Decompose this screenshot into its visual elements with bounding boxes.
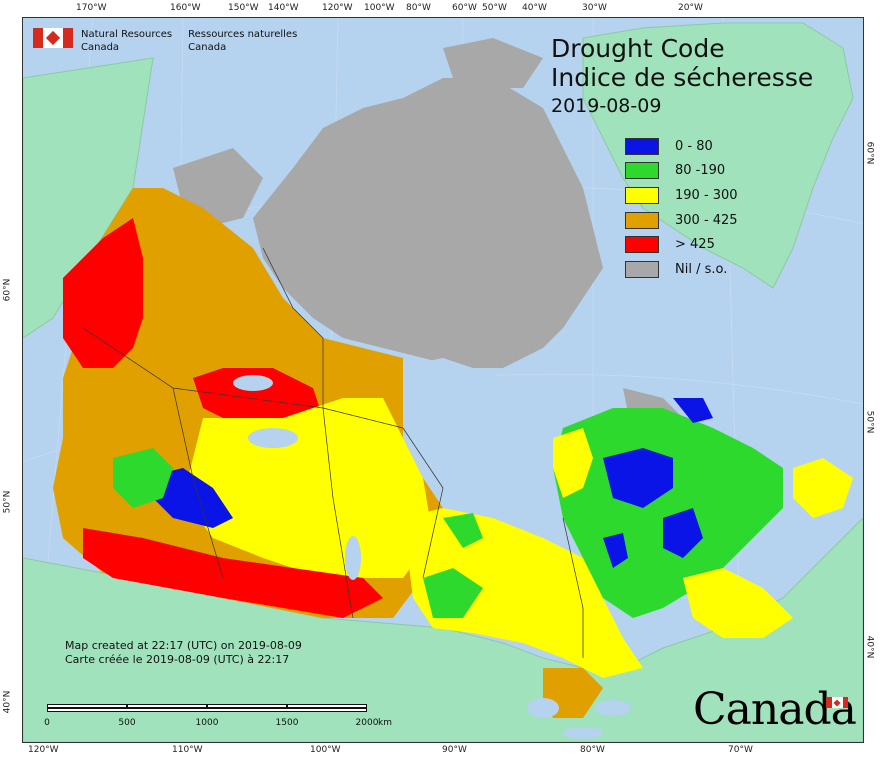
tick-left: 40°N (2, 690, 13, 714)
legend-label: 0 - 80 (675, 138, 713, 154)
tick-top: 50°W (482, 3, 507, 13)
scale-label: 2000 (355, 718, 379, 728)
legend-item: 300 - 425 (625, 208, 738, 233)
legend: 0 - 80 80 -190 190 - 300 300 - 425 > 425 Nil … (625, 134, 738, 282)
tick-top: 150°W (228, 3, 259, 13)
tick-right: 40°N (864, 635, 875, 659)
legend-label: 190 - 300 (675, 187, 738, 203)
map-credit: Map created at 22:17 (UTC) on 2019-08-09… (65, 639, 302, 667)
canada-flag-icon (33, 28, 73, 48)
legend-label: Nil / s.o. (675, 261, 728, 277)
map-date: 2019-08-09 (551, 95, 662, 117)
scale-bar: 0 500 1000 1500 2000 km (44, 704, 392, 736)
scale-label: 0 (44, 718, 50, 728)
scale-label: 1500 (275, 718, 299, 728)
agency-name-fr: Ressources naturelles Canada (188, 29, 298, 53)
tick-top: 80°W (406, 3, 431, 13)
legend-item: 0 - 80 (625, 134, 738, 159)
legend-swatch (625, 162, 659, 180)
tick-bottom: 70°W (728, 745, 753, 755)
map-title: Drought Code Indice de sécheresse 2019-0… (551, 34, 813, 120)
tick-bottom: 120°W (28, 745, 59, 755)
legend-swatch (625, 260, 659, 278)
tick-bottom: 110°W (172, 745, 203, 755)
scale-unit: km (378, 718, 392, 728)
tick-left: 60°N (2, 278, 13, 302)
scale-label: 1000 (195, 718, 219, 728)
legend-item: > 425 (625, 232, 738, 257)
tick-top: 170°W (76, 3, 107, 13)
legend-item: 190 - 300 (625, 183, 738, 208)
tick-top: 30°W (582, 3, 607, 13)
legend-label: 300 - 425 (675, 212, 738, 228)
scale-label: 500 (118, 718, 136, 728)
agency-name-en: Natural Resources Canada (81, 29, 173, 53)
map-graphic (23, 18, 863, 742)
tick-top: 160°W (170, 3, 201, 13)
legend-label: 80 -190 (675, 163, 726, 179)
tick-bottom: 100°W (310, 745, 341, 755)
tick-top: 20°W (678, 3, 703, 13)
legend-item: Nil / s.o. (625, 257, 738, 282)
tick-top: 60°W (452, 3, 477, 13)
legend-swatch (625, 236, 659, 254)
credit-fr: Carte créée le 2019-08-09 (UTC) à 22:17 (65, 653, 290, 666)
tick-bottom: 90°W (442, 745, 467, 755)
legend-swatch (625, 137, 659, 155)
tick-left: 50°N (2, 490, 13, 514)
title-en: Drought Code (551, 34, 725, 63)
tick-right: 60°N (864, 141, 875, 165)
legend-label: > 425 (675, 237, 715, 253)
legend-swatch (625, 186, 659, 204)
canada-wordmark: Canada (693, 684, 857, 735)
tick-top: 140°W (268, 3, 299, 13)
tick-bottom: 80°W (580, 745, 605, 755)
nrcan-signature: Natural Resources Canada Ressources natu… (33, 28, 297, 54)
tick-top: 120°W (322, 3, 353, 13)
wordmark-flag-icon (826, 693, 848, 712)
legend-swatch (625, 211, 659, 229)
tick-top: 40°W (522, 3, 547, 13)
legend-item: 80 -190 (625, 159, 738, 184)
map-canvas[interactable]: Natural Resources Canada Ressources natu… (22, 17, 864, 743)
credit-en: Map created at 22:17 (UTC) on 2019-08-09 (65, 639, 302, 652)
tick-right: 50°N (864, 410, 875, 434)
title-fr: Indice de sécheresse (551, 63, 814, 92)
tick-top: 100°W (364, 3, 395, 13)
